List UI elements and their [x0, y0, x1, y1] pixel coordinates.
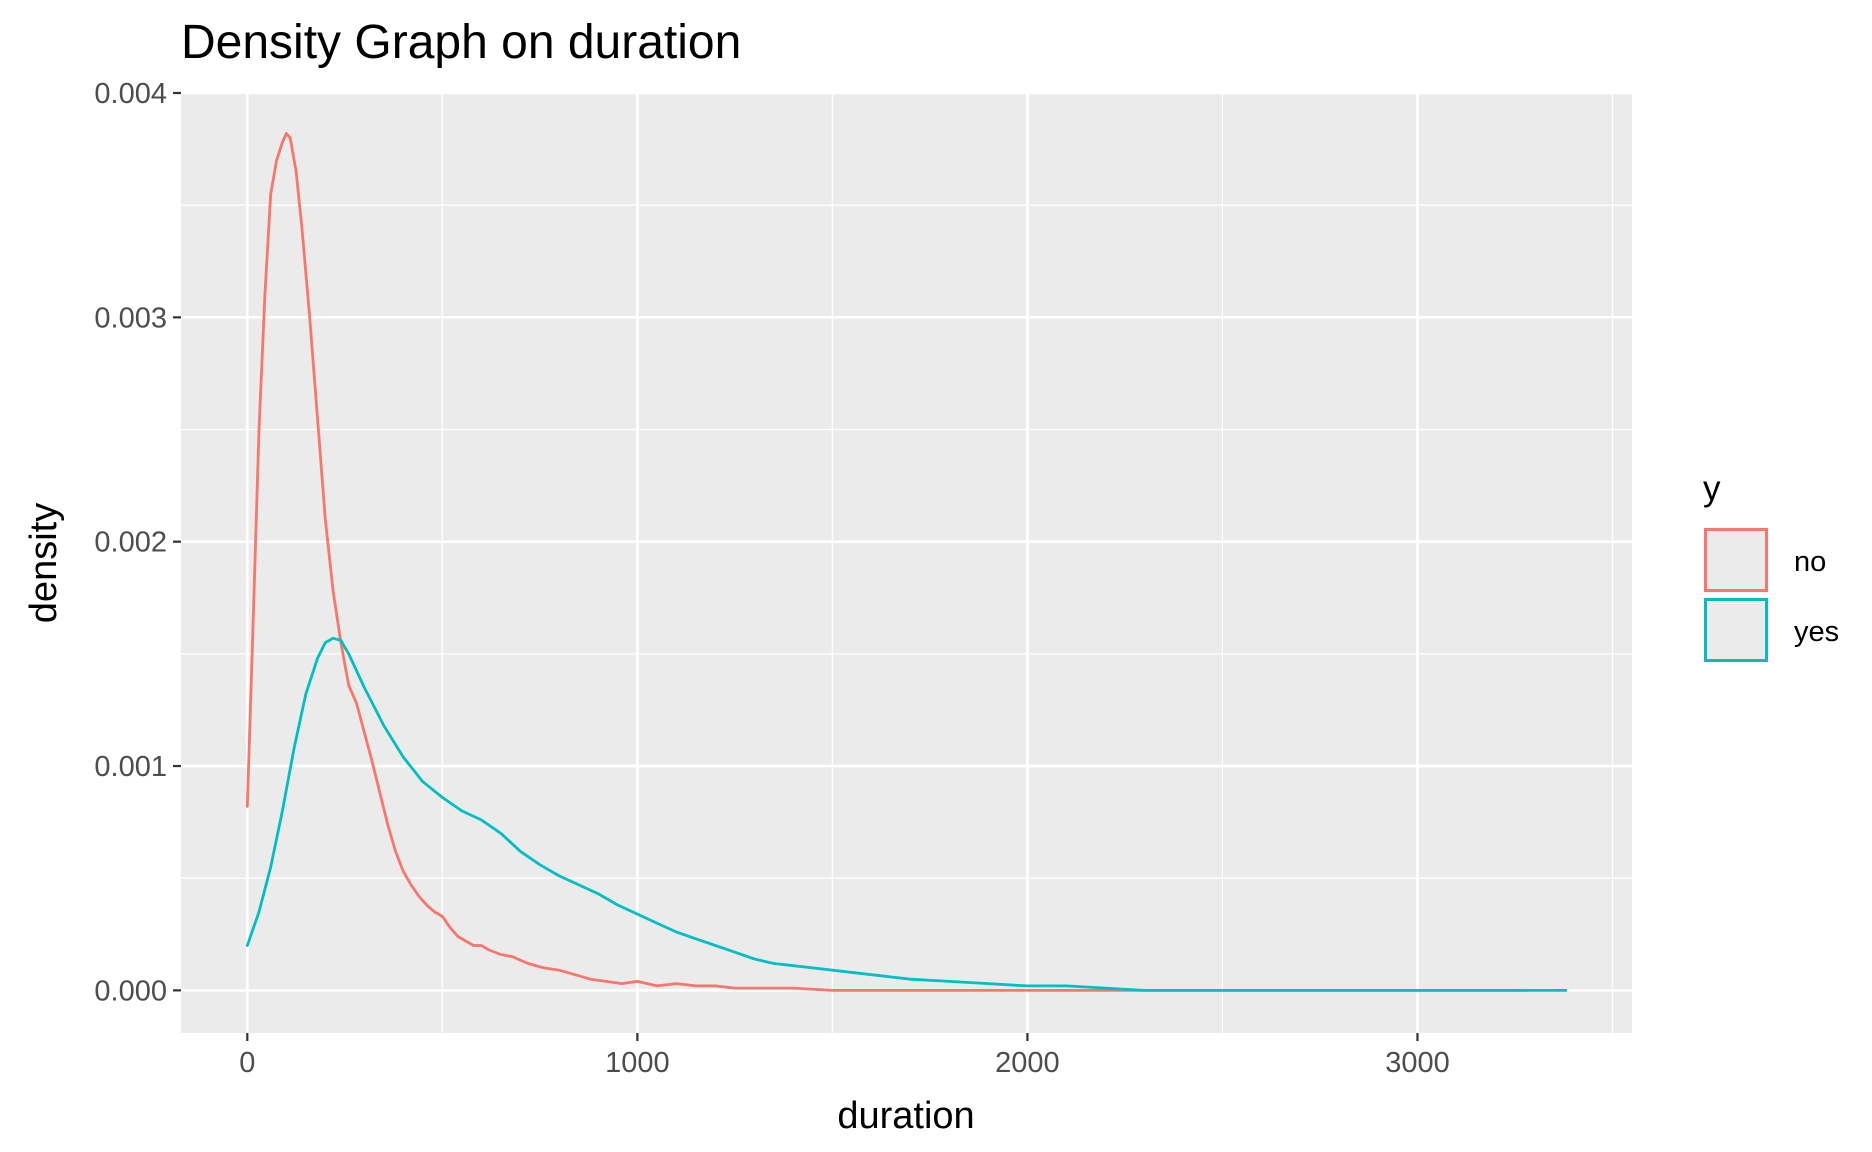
series-layer — [245, 131, 1568, 992]
y-tick-label: 0.003 — [94, 302, 167, 334]
legend-label-no: no — [1794, 546, 1826, 578]
legend-key-yes — [1704, 598, 1768, 662]
legend: y no yes — [1703, 469, 1839, 662]
y-tick-label: 0.004 — [94, 78, 167, 110]
y-tick-label: 0.002 — [94, 527, 167, 559]
legend-key-no — [1704, 528, 1768, 592]
y-tick-label: 0.001 — [94, 751, 167, 783]
minor-grid — [181, 93, 1632, 1033]
x-axis-label: duration — [837, 1095, 974, 1137]
legend-key-bg — [1704, 598, 1768, 662]
x-tick-label: 2000 — [995, 1047, 1060, 1079]
chart-title: Density Graph on duration — [181, 16, 741, 69]
density-line-yes — [245, 636, 1568, 992]
density-line-no — [245, 131, 1529, 992]
x-axis: 0 1000 2000 3000 — [239, 1033, 1450, 1079]
x-tick-label: 3000 — [1385, 1047, 1450, 1079]
y-tick-label: 0.000 — [94, 975, 167, 1007]
y-axis: 0.000 0.001 0.002 0.003 0.004 — [94, 78, 181, 1007]
legend-label-yes: yes — [1794, 616, 1839, 648]
legend-title: y — [1703, 469, 1721, 508]
y-axis-label: density — [23, 503, 65, 623]
x-tick-label: 0 — [239, 1047, 255, 1079]
x-tick-label: 1000 — [605, 1047, 670, 1079]
plot-panel — [181, 93, 1632, 1033]
legend-key-bg — [1704, 528, 1768, 592]
